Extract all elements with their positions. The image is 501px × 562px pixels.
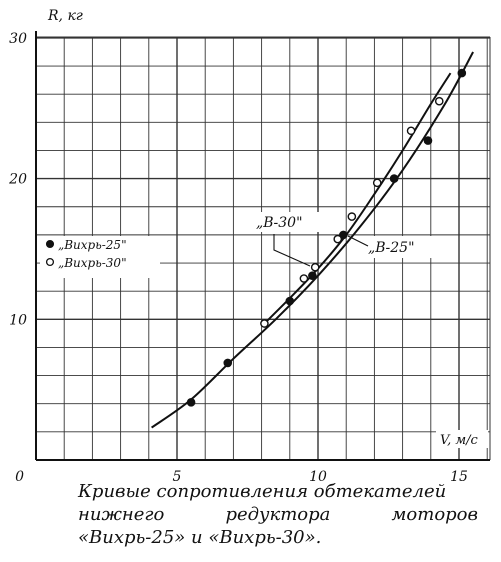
data-point-vikhr25 <box>339 230 348 240</box>
y-tick-label: 30 <box>9 31 27 47</box>
y-axis-title-bg <box>46 6 94 24</box>
y-tick-label: 20 <box>8 172 27 188</box>
annotation-b25-label: „В-25" <box>368 240 415 256</box>
caption-word: редуктора <box>225 504 331 525</box>
annotation-b25-bg <box>366 236 440 258</box>
annotation-b30-leader <box>273 234 311 267</box>
data-point-vikhr30 <box>372 178 382 188</box>
caption-line-1: Кривые сопротивления обтекателей <box>78 481 447 502</box>
legend-label: „Вихрь-30" <box>58 256 127 270</box>
caption-line-3: «Вихрь-25» и «Вихрь-30». <box>78 527 322 548</box>
data-point-vikhr25 <box>223 358 233 368</box>
data-point-vikhr25 <box>423 136 433 145</box>
data-point-vikhr30 <box>347 212 357 221</box>
data-points <box>186 68 467 407</box>
data-point-vikhr25 <box>285 296 295 306</box>
data-point-vikhr30 <box>333 234 343 244</box>
x-tick-label: 5 <box>173 469 182 485</box>
caption-word: нижнего <box>78 504 165 525</box>
data-point-vikhr30 <box>260 319 269 328</box>
x-tick-label: 15 <box>450 469 468 485</box>
axis-labels: 5 10 15 10 20 30 0 R, кг V, м/с <box>8 6 488 485</box>
caption-word: моторов <box>391 504 478 525</box>
y-axis-title: R, кг <box>47 8 83 24</box>
legend-label: „Вихрь-25" <box>58 238 127 252</box>
annotation-b30-label: „В-30" <box>256 215 303 231</box>
origin-label: 0 <box>15 469 24 485</box>
x-axis-title-bg <box>436 430 488 448</box>
annotation-b30-bg <box>254 212 326 232</box>
figure-caption: Кривые сопротивления обтекателей нижнего… <box>78 480 478 549</box>
annotation-b25-leader <box>347 235 369 247</box>
legend-marker-open <box>45 257 55 267</box>
x-tick-label: 10 <box>309 469 327 485</box>
caption-line-2: нижнего редуктора моторов <box>78 503 478 526</box>
data-point-vikhr30 <box>310 262 320 272</box>
annotations: „В-30" „В-25" <box>254 212 440 267</box>
data-point-vikhr30 <box>299 274 309 283</box>
fitted-curves <box>151 51 474 429</box>
data-point-vikhr30 <box>406 126 416 136</box>
y-tick-label: 10 <box>9 312 27 328</box>
curve-b25 <box>151 51 474 429</box>
legend-marker-filled <box>45 239 55 249</box>
data-point-vikhr25 <box>186 398 196 407</box>
data-point-vikhr25 <box>389 174 399 183</box>
data-point-vikhr25 <box>457 68 467 78</box>
legend: „Вихрь-25" „Вихрь-30" <box>40 236 160 278</box>
data-point-vikhr30 <box>434 96 444 106</box>
data-point-vikhr25 <box>308 271 317 280</box>
curve-b30 <box>260 72 452 328</box>
x-axis-title: V, м/с <box>440 433 479 448</box>
legend-bg <box>40 236 160 278</box>
